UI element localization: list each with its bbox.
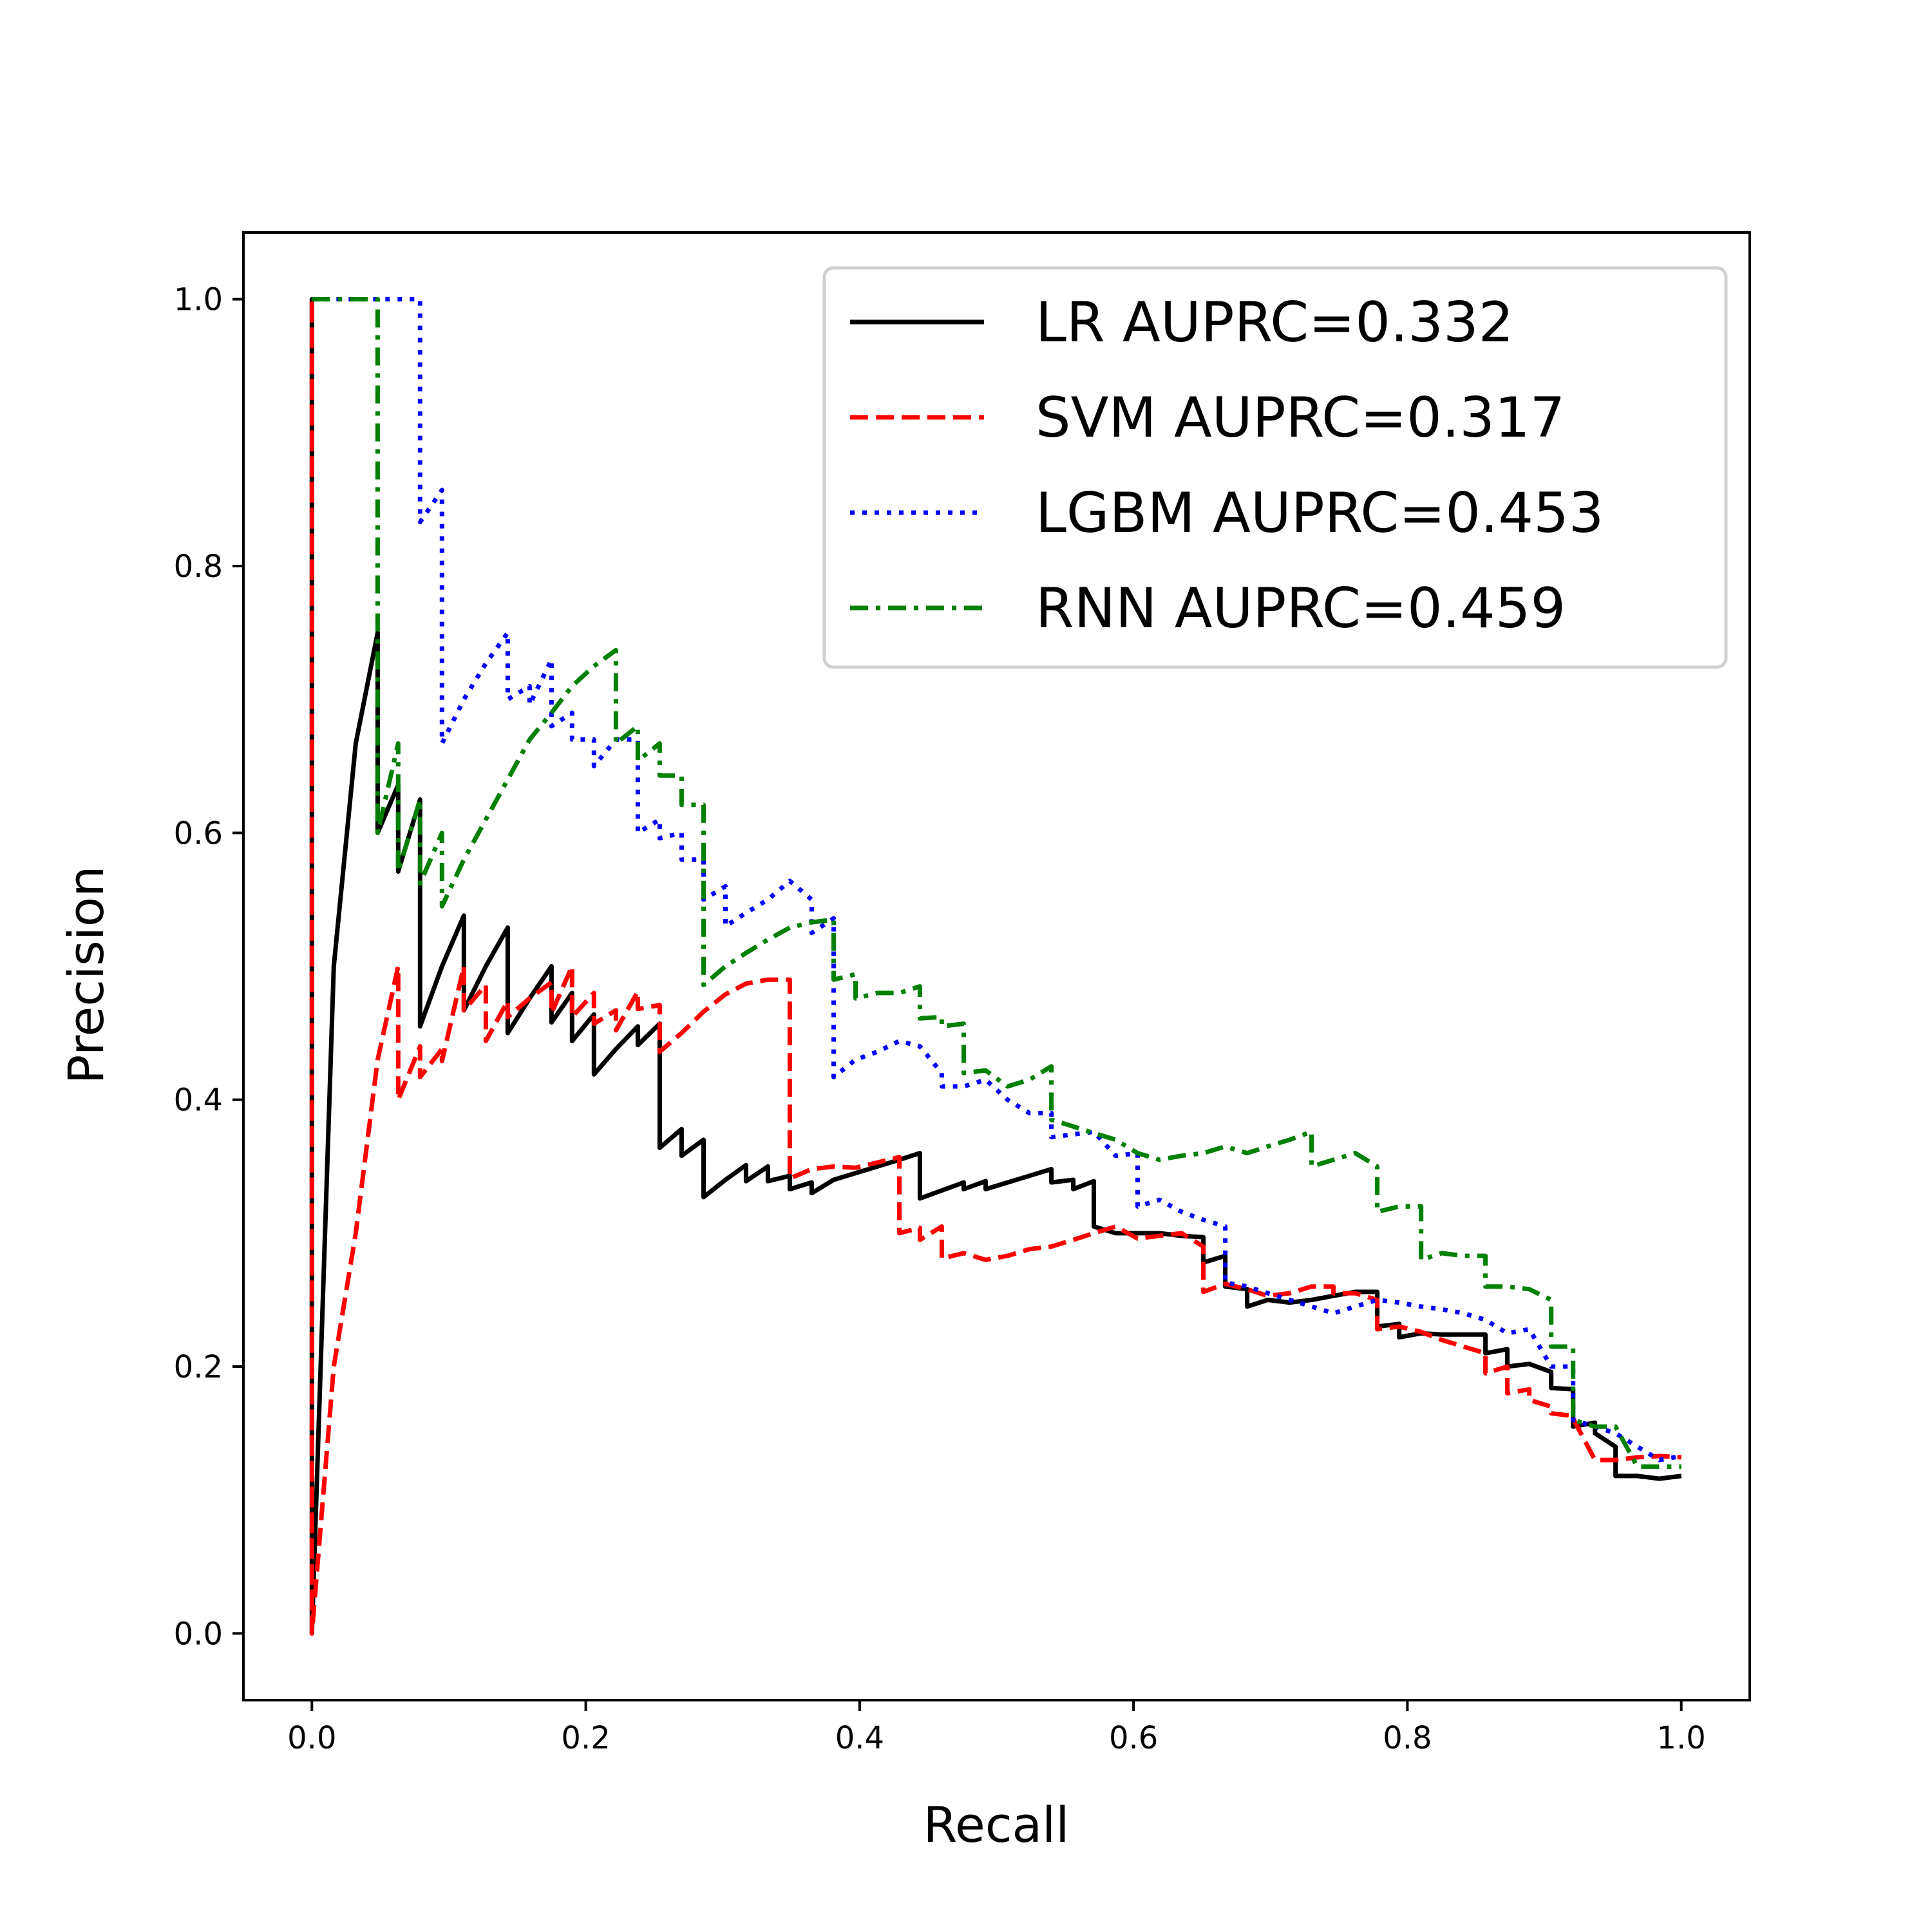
series-line-4 — [312, 297, 1681, 1469]
y-tick-label: 0.0 — [174, 1616, 223, 1652]
plot-frame — [242, 231, 1751, 1701]
series-line-1 — [309, 297, 1682, 1636]
legend-label-2: SVM AUPRC=0.317 — [1036, 386, 1565, 450]
series-lines — [309, 297, 1682, 1636]
x-axis-label: Recall — [923, 1796, 1070, 1853]
x-tick-label: 0.4 — [835, 1720, 884, 1756]
legend-box — [822, 266, 1728, 669]
y-axis-ticks: 0.0 0.2 0.4 0.6 0.8 1.0 — [174, 282, 243, 1652]
y-tick-label: 0.6 — [174, 815, 223, 851]
x-tick-label: 0.0 — [287, 1720, 336, 1756]
x-axis-ticks: 0.0 0.2 0.4 0.6 0.8 1.0 — [287, 1700, 1706, 1756]
x-tick-label: 0.6 — [1109, 1720, 1158, 1756]
legend: LR AUPRC=0.332 SVM AUPRC=0.317 LGBM AUPRC=… — [822, 266, 1728, 669]
legend-label-4: RNN AUPRC=0.459 — [1036, 576, 1566, 641]
y-tick-label: 1.0 — [174, 282, 223, 318]
series-line-3 — [312, 297, 1682, 1463]
x-tick-label: 0.2 — [561, 1720, 610, 1756]
x-tick-label: 0.8 — [1383, 1720, 1432, 1756]
axes-frame — [242, 231, 1751, 1701]
legend-label-1: LR AUPRC=0.332 — [1036, 290, 1513, 355]
x-tick-label: 1.0 — [1657, 1720, 1706, 1756]
y-axis-label: Precision — [57, 866, 115, 1084]
series-line-2 — [309, 297, 1681, 1636]
y-tick-label: 0.8 — [174, 549, 223, 585]
y-tick-label: 0.2 — [174, 1349, 223, 1385]
y-tick-label: 0.4 — [174, 1083, 223, 1119]
legend-label-3: LGBM AUPRC=0.453 — [1036, 481, 1604, 545]
